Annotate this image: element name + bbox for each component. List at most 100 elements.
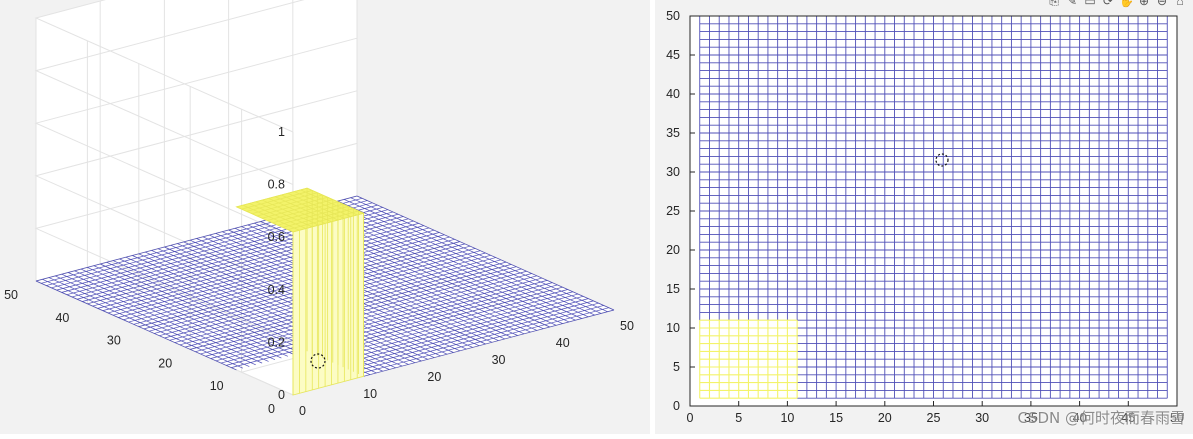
mesh-line-y	[123, 234, 445, 321]
mesh-line-y	[358, 307, 609, 375]
export-icon[interactable]: ⎘	[1049, 0, 1059, 8]
mesh-line-y	[220, 277, 543, 364]
brush-icon[interactable]: ✎	[1066, 0, 1078, 8]
block-top-line	[241, 190, 313, 210]
mesh-line-x	[80, 268, 282, 359]
y-tick-label: 20	[666, 243, 680, 257]
mesh-line-x	[48, 277, 250, 367]
rotate-cursor-icon	[935, 153, 949, 167]
low-mesh	[35, 195, 615, 377]
block-top-line	[292, 212, 364, 233]
mesh-line-y	[363, 309, 615, 377]
mesh-line-y	[205, 270, 527, 357]
rotate-cursor-icon	[310, 353, 326, 369]
block-top-line	[287, 192, 345, 219]
x-tick-label: 40	[556, 336, 570, 350]
raised-block	[235, 187, 365, 396]
mesh-line-x	[55, 275, 256, 366]
home-icon[interactable]: ⌂	[1176, 0, 1184, 8]
mesh-line-y	[353, 305, 604, 373]
z-tick-label: 0.6	[268, 230, 285, 244]
mesh-line-y	[107, 227, 430, 314]
x-tick-label: 40	[1073, 411, 1087, 425]
mesh-line-x	[74, 270, 276, 361]
raised-mesh	[699, 319, 798, 399]
x-tick-label: 0	[299, 404, 306, 418]
block-top-line	[255, 201, 313, 228]
surface-top-plot[interactable]: 0 5 10 15 20 25 30 35 40 45 50 0 5 10 15 20 25 30 35 40 45 50	[655, 0, 1193, 434]
zoom-in-icon[interactable]: ⊕	[1138, 0, 1150, 8]
y-tick-label: 30	[666, 165, 680, 179]
y-tick-label: 5	[673, 360, 680, 374]
mesh-line-x	[87, 267, 288, 357]
mesh-line-y	[348, 302, 599, 370]
y-tick-label: 50	[666, 9, 680, 23]
mesh-line-y	[118, 232, 440, 318]
mesh-line-x	[106, 261, 308, 352]
mesh-line-y	[102, 225, 424, 311]
y-tick-label: 40	[666, 87, 680, 101]
axes-toolbar: ⎘ ✎ ▭ ⟳ ✋ ⊕ ⊖ ⌂	[1047, 0, 1187, 8]
x-tick-label: 20	[878, 411, 892, 425]
x-tick-label: 45	[1121, 411, 1135, 425]
block-top-line	[268, 197, 326, 224]
block-top-line	[236, 206, 294, 233]
y-tick-label: 45	[666, 48, 680, 62]
x-tick-label: 30	[975, 411, 989, 425]
block-mesh-lines	[236, 187, 365, 395]
z-tick-label: 0.2	[268, 335, 285, 349]
pan-icon[interactable]: ✋	[1119, 0, 1134, 8]
x-tick-label: 15	[829, 411, 843, 425]
y-tick-label: 20	[158, 356, 172, 370]
block-top-line	[267, 201, 339, 221]
y-tick-label: 30	[107, 334, 121, 348]
surface-3d-panel: 0 0.2 0.4 0.6 0.8 1 0 10 20 30 40 50 0 10 20 30 40 50	[0, 0, 650, 434]
y-tick-label: 0	[673, 399, 680, 413]
y-tick-label: 35	[666, 126, 680, 140]
mesh-line-y	[97, 223, 419, 309]
x-tick-label: 5	[735, 411, 742, 425]
mesh-line-y	[332, 295, 584, 363]
watermark-text: CSDN @何时夜而春雨雪	[1017, 409, 1185, 427]
mesh-line-y	[128, 236, 450, 323]
block-top-line	[277, 206, 349, 226]
rotate-icon[interactable]: ⟳	[1102, 0, 1114, 8]
y-tick-label: 15	[666, 282, 680, 296]
block-top-line	[300, 189, 358, 216]
y-tick-label: 40	[55, 311, 69, 325]
mesh-line-y	[327, 293, 579, 361]
z-tick-label: 0.8	[268, 178, 285, 192]
y-tick-label: 25	[666, 204, 680, 218]
mesh-line-y	[215, 275, 537, 362]
y-tick-label: 10	[210, 379, 224, 393]
x-tick-label: 0	[687, 411, 694, 425]
z-tick-label: 1	[278, 125, 285, 139]
mesh-line-x	[93, 265, 295, 355]
x-tick-label: 10	[780, 411, 794, 425]
z-tick-label: 0	[278, 388, 285, 402]
data-tip-icon[interactable]: ▭	[1084, 0, 1096, 8]
x-tick-label: 50	[1170, 411, 1184, 425]
y-tick-label: 0	[268, 402, 275, 416]
mesh-line-y	[113, 229, 435, 316]
block-top-line	[287, 210, 359, 231]
mesh-line-x	[42, 278, 244, 369]
block-top-line	[236, 187, 308, 208]
zoom-out-icon[interactable]: ⊖	[1156, 0, 1168, 8]
x-tick-label: 30	[492, 353, 506, 367]
mesh-line-y	[226, 280, 548, 366]
mesh-line-x	[67, 272, 269, 362]
x-tick-label: 25	[927, 411, 941, 425]
low-mesh	[699, 15, 1168, 399]
x-tick-label: 50	[620, 319, 634, 333]
mesh-line-y	[231, 282, 553, 368]
block-top-line	[272, 203, 344, 224]
y-tick-label: 50	[4, 288, 18, 302]
x-tick-label: 20	[427, 370, 441, 384]
mesh-line-y	[210, 273, 532, 359]
block-top-line	[282, 208, 354, 228]
block-top-line	[251, 194, 323, 215]
block-top-line	[306, 187, 364, 214]
